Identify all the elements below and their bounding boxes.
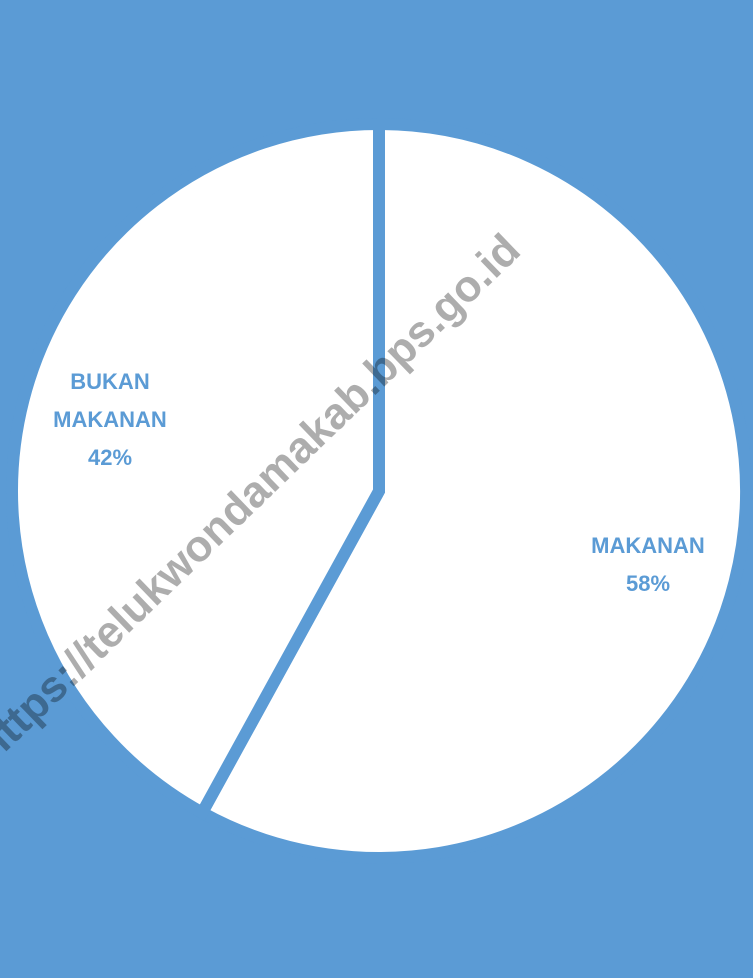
category-label: BUKAN MAKANAN <box>53 369 167 432</box>
category-label: MAKANAN <box>591 533 705 558</box>
slice-label: MAKANAN 58% <box>563 527 733 603</box>
value-label: 58% <box>625 571 671 596</box>
pie-slice <box>194 117 752 864</box>
value-label: 42% <box>87 445 133 470</box>
pie-slice <box>6 117 385 821</box>
slice-label: BUKAN MAKANAN 42% <box>25 363 195 477</box>
